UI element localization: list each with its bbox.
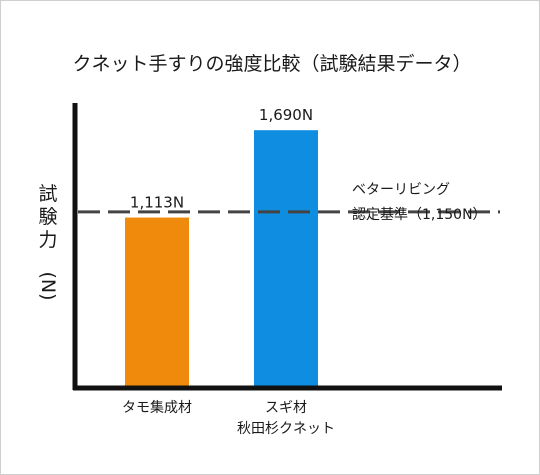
- value-labels-group: 1,113N 1,690N: [130, 106, 313, 211]
- x-tick-label-1-line-1: タモ集成材: [122, 399, 192, 416]
- y-axis-label: 試 験 力 (N): [37, 183, 59, 301]
- y-axis-label-unit: (N): [37, 271, 59, 300]
- bar-1: [125, 217, 189, 386]
- x-tick-label-2-line-2: 秋田杉クネット: [237, 421, 335, 437]
- y-axis-label-char-2: 験: [38, 206, 57, 228]
- x-tick-label-2-line-1: スギ材: [265, 400, 307, 416]
- y-axis-label-char-3: 力: [38, 229, 57, 251]
- value-label-1: 1,113N: [130, 194, 184, 212]
- bars-group: [125, 130, 318, 386]
- reference-label-line2: 認定基準（1,150N）: [352, 206, 487, 223]
- chart-title: クネット手すりの強度比較（試験結果データ）: [72, 53, 471, 75]
- reference-label-line1: ベターリビング: [352, 182, 450, 198]
- bar-2: [254, 130, 318, 386]
- value-label-2: 1,690N: [259, 106, 313, 124]
- y-axis-label-char-1: 試: [38, 183, 57, 205]
